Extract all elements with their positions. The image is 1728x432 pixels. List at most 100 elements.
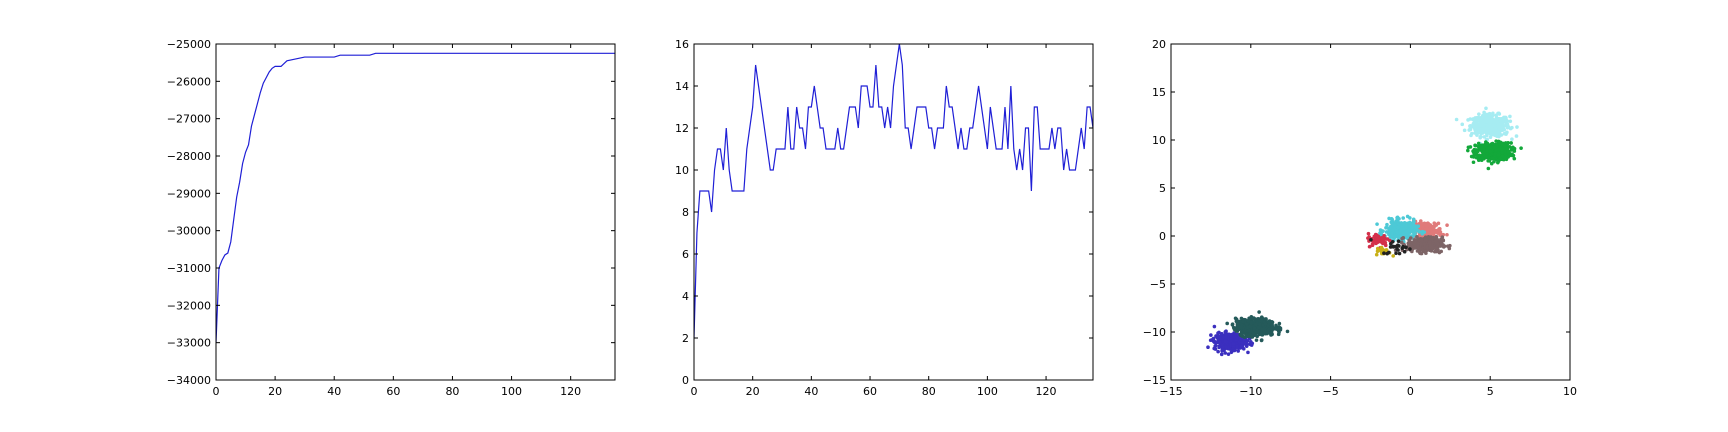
cluster-0 xyxy=(1454,106,1519,146)
y-tick-label: 0 xyxy=(1159,230,1166,243)
y-tick-label: 4 xyxy=(682,290,689,303)
scatter-point xyxy=(1511,145,1515,150)
scatter-point xyxy=(1514,134,1519,138)
scatter-point xyxy=(1434,235,1439,239)
scatter-point xyxy=(1404,224,1408,228)
scatter-point xyxy=(1236,322,1240,327)
y-tick-label: −31000 xyxy=(167,262,211,275)
scatter-point xyxy=(1484,106,1488,111)
y-tick-label: −15 xyxy=(1143,374,1166,387)
scatter-point xyxy=(1509,148,1514,152)
scatter-point xyxy=(1415,228,1419,232)
x-tick-label: 0 xyxy=(1407,385,1414,398)
scatter-point xyxy=(1209,333,1213,337)
scatter-point xyxy=(1471,117,1476,121)
axes-frame xyxy=(1170,43,1571,381)
scatter-point xyxy=(1484,129,1488,134)
scatter-point xyxy=(1510,125,1514,130)
scatter-point xyxy=(1390,239,1395,244)
scatter-point xyxy=(1478,148,1483,152)
scatter-point xyxy=(1488,149,1492,154)
scatter-point xyxy=(1407,240,1412,245)
scatter-point xyxy=(1496,160,1500,165)
scatter-point xyxy=(1256,325,1261,330)
x-tick-label: 40 xyxy=(327,385,341,398)
scatter-point xyxy=(1430,224,1435,229)
scatter-point xyxy=(1404,229,1409,234)
scatter-point xyxy=(1404,235,1409,240)
scatter-point xyxy=(1223,339,1227,344)
scatter-point xyxy=(1224,345,1228,349)
scatter-point xyxy=(1366,231,1371,236)
scatter-point xyxy=(1240,332,1244,336)
scatter-point xyxy=(1223,330,1228,334)
scatter-point xyxy=(1391,244,1395,249)
y-tick-label: 6 xyxy=(682,248,689,261)
scatter-point xyxy=(1422,242,1427,247)
scatter-point xyxy=(1425,230,1430,234)
scatter-point xyxy=(1422,230,1427,234)
scatter-point xyxy=(1488,135,1493,140)
scatter-point xyxy=(1508,119,1513,124)
y-tick-label: −28000 xyxy=(167,150,211,163)
scatter-point xyxy=(1510,137,1514,141)
scatter-point xyxy=(1369,237,1373,242)
plot-area xyxy=(216,52,615,343)
scatter-point xyxy=(1397,251,1402,256)
scatter-point xyxy=(1381,229,1385,233)
y-tick-label: −25000 xyxy=(167,38,211,51)
scatter-point xyxy=(1477,112,1481,116)
scatter-point xyxy=(1489,142,1494,146)
scatter-point xyxy=(1384,237,1388,241)
scatter-point xyxy=(1244,333,1249,338)
scatter-point xyxy=(1438,244,1443,248)
scatter-point xyxy=(1512,156,1517,161)
scatter-point xyxy=(1479,134,1483,139)
scatter-point xyxy=(1431,235,1436,240)
scatter-point xyxy=(1374,252,1379,257)
x-tick-label: −10 xyxy=(1239,385,1262,398)
scatter-point xyxy=(1438,230,1443,234)
scatter-point xyxy=(1500,121,1504,126)
x-tick-label: 100 xyxy=(501,385,522,398)
scatter-point xyxy=(1254,338,1259,342)
y-tick-label: −33000 xyxy=(167,337,211,350)
scatter-point xyxy=(1482,147,1486,151)
plot-area xyxy=(1206,106,1523,357)
scatter-point xyxy=(1476,149,1480,154)
scatter-point xyxy=(1425,244,1429,249)
scatter-point xyxy=(1246,350,1250,355)
scatter-point xyxy=(1405,221,1410,226)
scatter-point xyxy=(1235,344,1239,349)
scatter-point xyxy=(1260,327,1265,332)
scatter-point xyxy=(1389,220,1394,225)
scatter-point xyxy=(1502,144,1507,148)
x-tick-label: 20 xyxy=(746,385,760,398)
x-tick-label: 60 xyxy=(863,385,877,398)
scatter-point xyxy=(1423,238,1428,242)
scatter-point xyxy=(1494,113,1498,118)
scatter-point xyxy=(1396,225,1401,230)
y-tick-label: 10 xyxy=(675,164,689,177)
scatter-point xyxy=(1486,159,1490,163)
scatter-point xyxy=(1390,231,1394,236)
scatter-point xyxy=(1396,239,1401,244)
y-tick-label: 5 xyxy=(1159,182,1166,195)
x-tick-label: 5 xyxy=(1487,385,1494,398)
scatter-point xyxy=(1388,235,1393,239)
scatter-point xyxy=(1234,338,1238,343)
scatter-point xyxy=(1519,146,1523,150)
scatter-point xyxy=(1416,224,1421,229)
scatter-point xyxy=(1392,223,1397,227)
scatter-point xyxy=(1229,338,1233,343)
scatter-point xyxy=(1489,127,1493,132)
scatter-point xyxy=(1485,126,1489,130)
scatter-point xyxy=(1248,324,1252,329)
scatter-point xyxy=(1473,127,1477,131)
scatter-point xyxy=(1220,332,1224,336)
scatter-point xyxy=(1259,317,1264,321)
scatter-point xyxy=(1257,310,1261,314)
scatter-point xyxy=(1462,128,1467,133)
scatter-point xyxy=(1249,320,1253,325)
